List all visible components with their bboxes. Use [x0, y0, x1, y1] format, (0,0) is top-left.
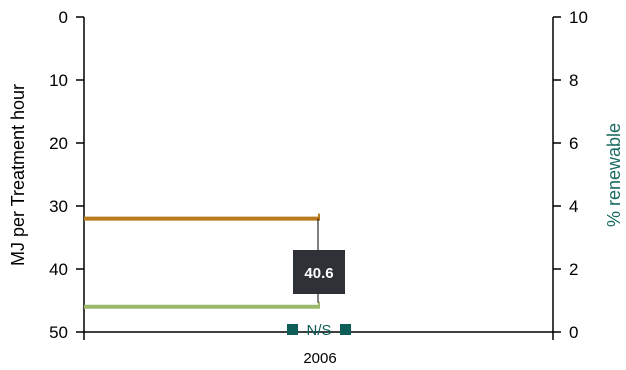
left-tick-label: 10 [49, 71, 68, 90]
left-tick-label: 20 [49, 134, 68, 153]
category-label: 2006 [303, 350, 336, 367]
series-layer [84, 213, 320, 309]
ns-marker-square-left [287, 324, 298, 335]
right-axis-title: % renewable [604, 123, 624, 227]
right-tick-label: 8 [569, 71, 578, 90]
right-tick-label: 2 [569, 260, 578, 279]
data-label-text: 40.6 [304, 265, 333, 282]
left-tick-label: 50 [49, 323, 68, 342]
annotation-layer: 40.6 N/S [287, 218, 351, 339]
right-tick-label: 6 [569, 134, 578, 153]
left-tick-label: 30 [49, 197, 68, 216]
right-tick-label: 10 [569, 8, 588, 27]
right-tick-label: 0 [569, 323, 578, 342]
right-tick-label: 4 [569, 197, 578, 216]
data-label-box [293, 250, 345, 294]
left-tick-label: 0 [59, 8, 68, 27]
left-axis-title: MJ per Treatment hour [8, 84, 28, 266]
ns-marker-square-right [340, 324, 351, 335]
left-axis: 0 10 20 30 40 50 [49, 8, 554, 342]
ns-marker-text: N/S [306, 322, 331, 339]
left-tick-label: 40 [49, 260, 68, 279]
right-axis: 0 2 4 6 8 10 [552, 8, 588, 342]
